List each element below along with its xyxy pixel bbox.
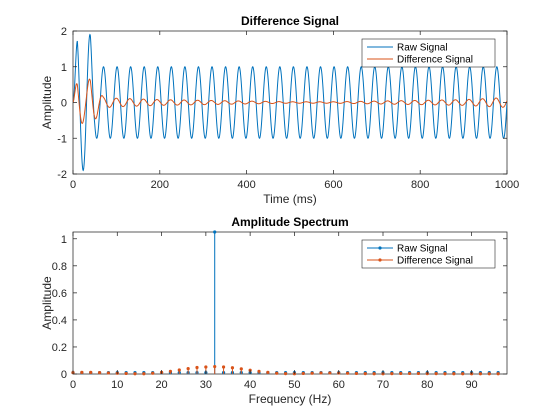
y-tick-label: 0.8 (52, 261, 67, 273)
stem-marker (142, 372, 146, 376)
series-line-difference-signal (73, 78, 507, 124)
y-axis-label: Amplitude (40, 76, 54, 130)
stem-marker (230, 366, 235, 370)
y-tick-label: 1 (61, 234, 67, 246)
legend-entry: Raw Signal (397, 244, 448, 255)
x-tick-label: 50 (288, 379, 300, 391)
stem-marker (390, 371, 394, 376)
stem-marker (434, 371, 438, 376)
x-tick-label: 0 (70, 379, 76, 391)
stem-marker (124, 371, 128, 376)
stem-marker (195, 365, 199, 370)
stem-marker (213, 230, 217, 234)
y-axis-label: Amplitude (40, 276, 54, 330)
amplitude-spectrum-axes: 0 10 20 30 40 50 60 70 80 90 0 0.2 0.4 0.6 0.8 1 Amplitu… (40, 215, 508, 406)
stem-marker (372, 372, 376, 376)
y-tick-label: 0.4 (52, 315, 67, 327)
y-tick-label: 0.2 (52, 342, 67, 354)
legend-entry: Difference Signal (397, 256, 473, 267)
x-tick-label: 1000 (495, 179, 519, 191)
legend-entry: Difference Signal (397, 55, 473, 66)
y-tick-label: 0 (61, 98, 67, 110)
x-tick-label: 80 (421, 379, 433, 391)
stem-marker (151, 371, 155, 375)
stem-marker (399, 371, 403, 376)
stem-marker (407, 371, 412, 376)
x-axis-label: Frequency (Hz) (249, 392, 332, 406)
stem-marker (354, 371, 359, 376)
legend-entry: Raw Signal (397, 43, 448, 54)
legend-box (361, 239, 496, 269)
stem-marker (275, 371, 279, 375)
x-tick-label: 40 (244, 379, 256, 391)
stem-marker (186, 366, 190, 371)
stem-marker (106, 371, 111, 375)
x-tick-label: 0 (70, 179, 76, 191)
stem-marker (177, 368, 181, 372)
stem-marker (345, 371, 350, 375)
stem-marker (461, 372, 465, 376)
x-tick-label: 600 (324, 179, 342, 191)
x-tick-label: 70 (377, 379, 389, 391)
stem-marker (443, 372, 447, 376)
stem-marker (487, 372, 491, 376)
y-tick-label: 2 (61, 26, 67, 38)
x-axis-label: Time (ms) (263, 192, 317, 206)
y-tick-label: 0.6 (52, 288, 67, 300)
chart-title: Difference Signal (241, 14, 339, 28)
stem-marker (133, 372, 137, 376)
stem-marker (478, 372, 483, 376)
x-tick-label: 30 (200, 379, 212, 391)
stem-marker (168, 369, 173, 373)
x-tick-label: 10 (111, 379, 123, 391)
legend-box (361, 38, 496, 68)
x-tick-label: 800 (411, 179, 429, 191)
stem-marker (310, 371, 314, 375)
stem-marker (452, 372, 456, 376)
stem-marker (319, 371, 323, 375)
stem-marker (204, 365, 208, 369)
stem-marker (89, 370, 93, 374)
stem-marker (221, 365, 226, 369)
y-tick-label: -1 (57, 133, 67, 145)
y-tick-label: -2 (57, 169, 67, 181)
stem-marker (363, 371, 367, 376)
x-tick-label: 200 (151, 179, 169, 191)
stem-marker (301, 371, 305, 376)
y-tick-label: 0 (61, 369, 67, 381)
stem-marker (266, 370, 270, 374)
stem-marker (283, 371, 288, 376)
x-tick-label: 20 (155, 379, 167, 391)
x-tick-label: 60 (333, 379, 345, 391)
stem-marker (239, 367, 243, 371)
stem-marker (97, 371, 102, 375)
stem-marker (496, 372, 500, 376)
difference-signal-axes: 0 200 400 600 800 1000 -2 -1 0 1 2 Difference Signa… (40, 14, 519, 206)
x-tick-label: 400 (237, 179, 255, 191)
stem-marker (213, 364, 217, 369)
legend-marker (378, 246, 382, 250)
x-tick-label: 90 (465, 379, 477, 391)
stem-marker (80, 370, 84, 374)
y-tick-label: 1 (61, 62, 67, 74)
stem-marker (416, 371, 421, 376)
stem-marker (257, 369, 261, 373)
legend-marker (378, 258, 382, 262)
stem-marker (328, 371, 332, 375)
chart-title: Amplitude Spectrum (231, 215, 348, 229)
